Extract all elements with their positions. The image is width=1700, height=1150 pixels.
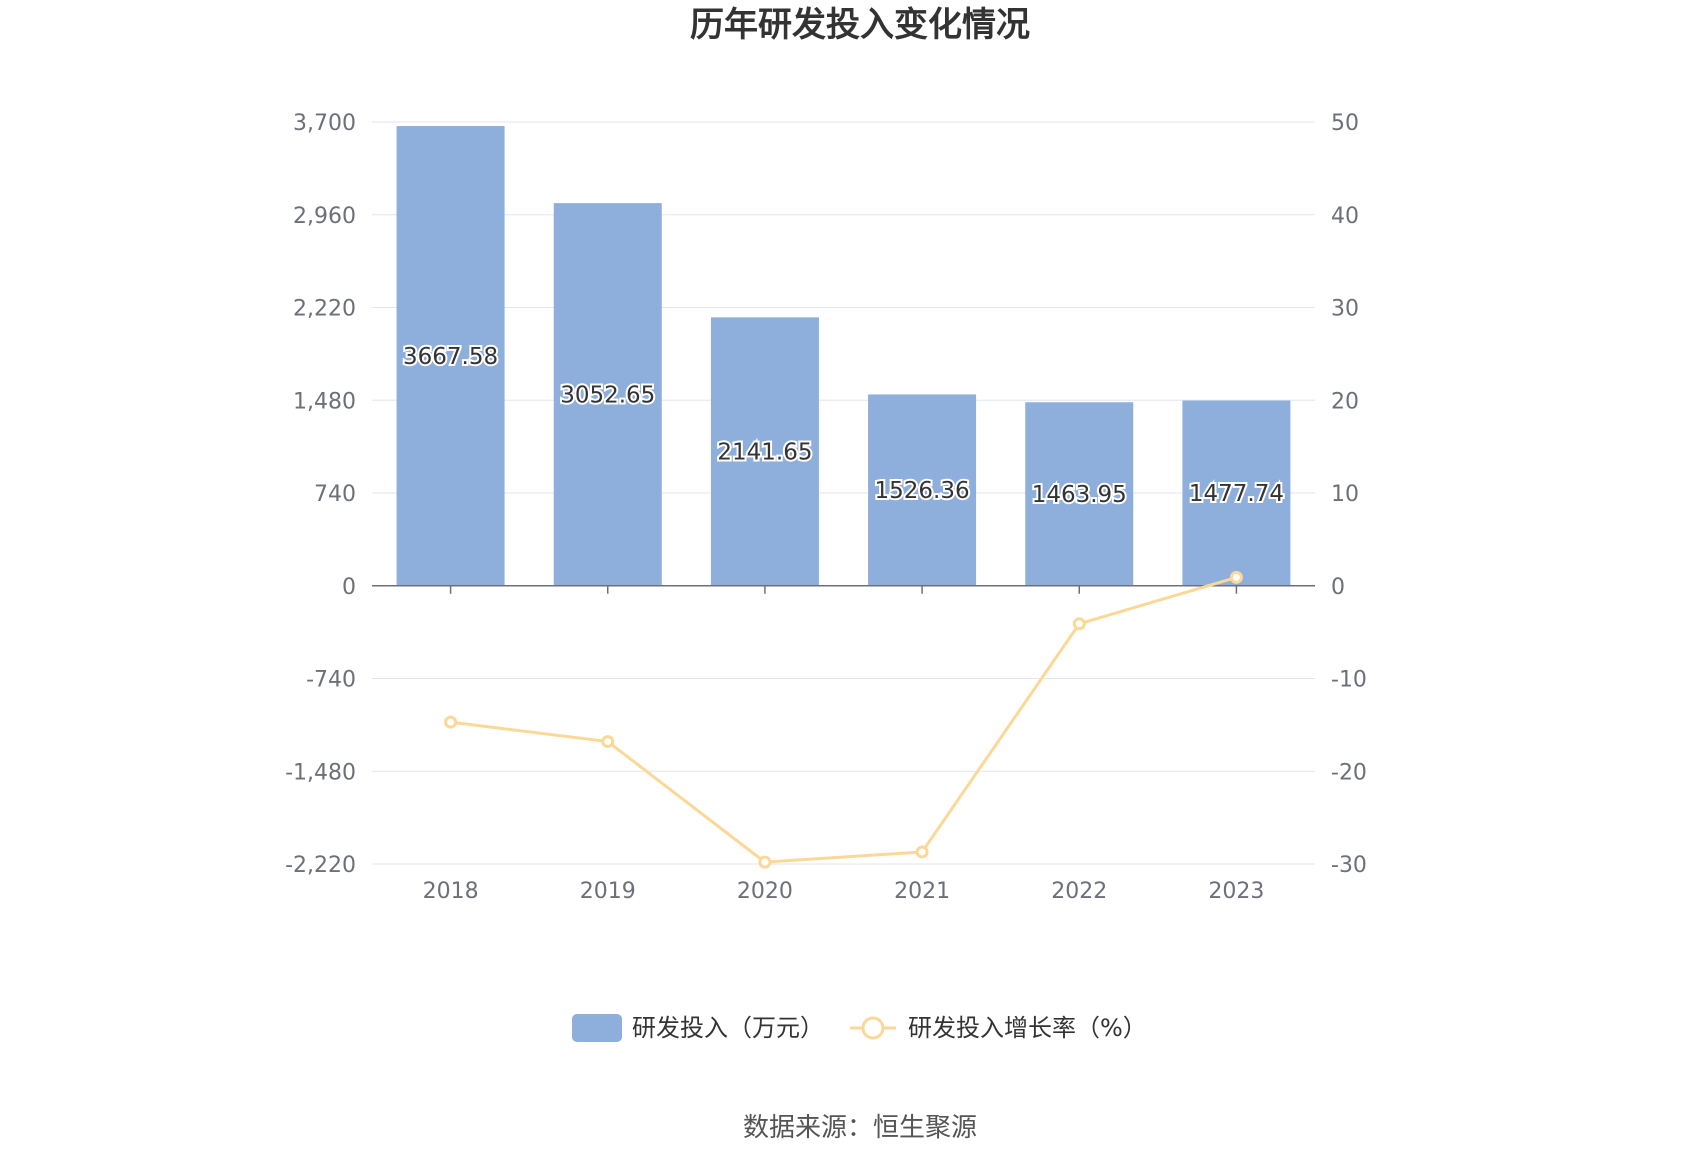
y-left-tick-label: -2,220 [285, 853, 356, 878]
y-right-tick-label: -10 [1331, 668, 1367, 693]
line-point[interactable] [601, 735, 615, 749]
y-right-tick-label: 0 [1331, 575, 1345, 600]
data-source: 数据来源：恒生聚源 [743, 1113, 977, 1143]
y-left-tick-label: 0 [342, 575, 356, 600]
y-left-tick-label: 3,700 [293, 111, 356, 136]
bar-value-label: 2141.65 [717, 440, 812, 466]
legend-line-label[interactable]: 研发投入增长率（%） [908, 1014, 1147, 1042]
bar-value-label: 1463.95 [1032, 482, 1127, 508]
bar-value-label: 3052.65 [560, 382, 655, 408]
legend-line-marker[interactable] [861, 1016, 885, 1040]
x-tick-label: 2020 [737, 879, 793, 904]
bar-value-label: 1477.74 [1189, 481, 1284, 507]
x-tick-label: 2021 [894, 879, 950, 904]
x-tick-label: 2023 [1208, 879, 1264, 904]
bar[interactable] [396, 126, 505, 586]
y-right-tick-label: -20 [1331, 760, 1367, 785]
y-right-tick-label: 30 [1331, 297, 1359, 322]
line-point[interactable] [758, 855, 772, 869]
right-axis-ticks: 50 40 30 20 10 0 -10 -20 -30 [1331, 111, 1367, 878]
x-tick-label: 2019 [580, 879, 636, 904]
bar[interactable] [710, 317, 819, 586]
growth-line [450, 575, 1237, 864]
y-left-tick-label: -740 [306, 668, 356, 693]
line-point[interactable] [444, 715, 458, 729]
bar[interactable] [1025, 402, 1134, 586]
y-left-tick-label: 740 [314, 482, 356, 507]
x-tick-label: 2022 [1051, 879, 1107, 904]
y-left-tick-label: -1,480 [285, 760, 356, 785]
y-left-tick-label: 2,960 [293, 204, 356, 229]
y-right-tick-label: 10 [1331, 482, 1359, 507]
legend-bar-label[interactable]: 研发投入（万元） [632, 1014, 824, 1042]
y-left-tick-label: 2,220 [293, 297, 356, 322]
legend[interactable]: 研发投入（万元） 研发投入增长率（%） [572, 1014, 1147, 1042]
bar[interactable] [1182, 400, 1291, 586]
x-tick-label: 2018 [423, 879, 479, 904]
bar[interactable] [868, 394, 977, 586]
bar-series [396, 126, 1291, 586]
bar[interactable] [553, 203, 662, 586]
bar-labels: 3667.58 3052.65 2141.65 1526.36 1463.95 1477.… [401, 342, 1286, 510]
chart-title: 历年研发投入变化情况 [690, 5, 1030, 45]
y-left-tick-label: 1,480 [293, 389, 356, 414]
line-point[interactable] [1072, 617, 1086, 631]
y-right-tick-label: 20 [1331, 389, 1359, 414]
y-right-tick-label: 40 [1331, 204, 1359, 229]
legend-bar-swatch[interactable] [572, 1014, 622, 1042]
bar-value-label: 3667.58 [403, 344, 498, 370]
x-axis: 2018 2019 2020 2021 2022 2023 [372, 585, 1315, 904]
y-right-tick-label: 50 [1331, 111, 1359, 136]
y-right-tick-label: -30 [1331, 853, 1367, 878]
left-axis-ticks: 3,700 2,960 2,220 1,480 740 0 -740 -1,480 -2,220 [285, 111, 356, 878]
line-point[interactable] [1229, 570, 1243, 584]
bar-value-label: 1526.36 [875, 478, 970, 504]
grid-lines [372, 121, 1315, 865]
line-series [444, 570, 1243, 869]
line-point[interactable] [915, 845, 929, 859]
